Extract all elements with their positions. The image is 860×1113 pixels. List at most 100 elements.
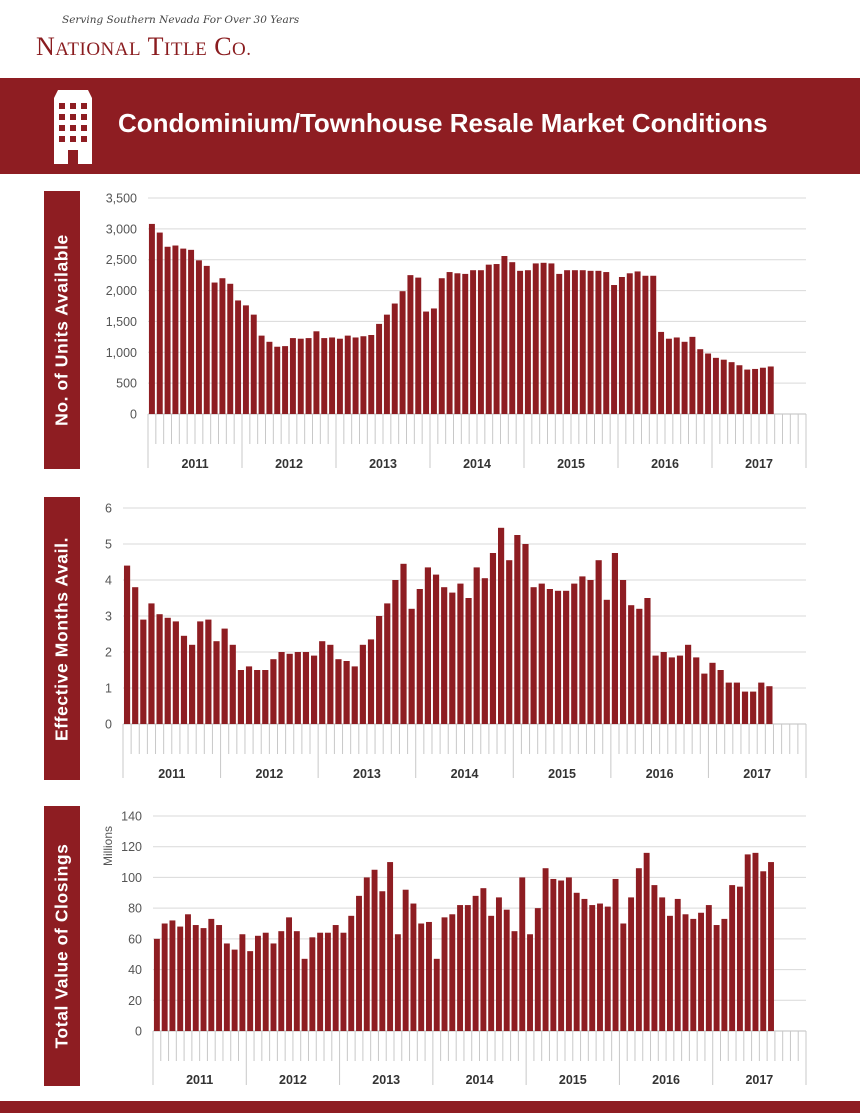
bar xyxy=(477,270,484,414)
chart-total-value-closings: 0 20 40 60 80 100 120 140 Millions 2011 2012 2013 20… xyxy=(101,810,807,1087)
bar xyxy=(250,314,257,414)
bar xyxy=(156,232,163,414)
bar xyxy=(705,905,712,1031)
bar xyxy=(454,273,461,414)
bar xyxy=(465,598,472,724)
bar xyxy=(148,223,155,414)
bar xyxy=(514,535,521,724)
header-banner: Condominium/Townhouse Resale Market Cond… xyxy=(0,78,860,174)
bar xyxy=(571,583,578,724)
bar xyxy=(392,580,399,724)
bar xyxy=(503,909,510,1031)
bar xyxy=(652,655,659,724)
bar xyxy=(473,567,480,724)
year-label: 2017 xyxy=(743,767,771,781)
bar xyxy=(332,925,339,1031)
bar xyxy=(480,888,487,1031)
y-tick-label: 40 xyxy=(128,963,142,977)
bar xyxy=(227,283,234,414)
bar xyxy=(493,264,500,414)
bar xyxy=(213,641,220,724)
bar xyxy=(741,691,749,724)
year-label: 2012 xyxy=(255,767,283,781)
bar xyxy=(542,868,549,1031)
bar xyxy=(297,338,304,414)
bar xyxy=(424,567,432,724)
bar xyxy=(636,608,643,724)
bar xyxy=(335,659,342,724)
bar xyxy=(634,271,641,414)
bar xyxy=(501,256,508,414)
bar xyxy=(449,914,456,1031)
bar xyxy=(758,682,765,724)
bar xyxy=(254,935,261,1031)
bar xyxy=(635,868,642,1031)
bar xyxy=(604,906,611,1031)
bar xyxy=(488,915,495,1031)
bar xyxy=(759,367,766,414)
bar xyxy=(254,670,261,724)
bar xyxy=(517,270,524,414)
building-icon xyxy=(54,90,92,164)
bar xyxy=(216,925,223,1031)
page-title: Condominium/Townhouse Resale Market Cond… xyxy=(118,108,768,138)
bar xyxy=(563,590,570,724)
bar xyxy=(177,926,184,1031)
bar xyxy=(579,270,586,414)
bar xyxy=(132,587,139,724)
bar xyxy=(524,270,531,414)
bar xyxy=(415,277,422,414)
bar xyxy=(668,657,675,724)
bar xyxy=(611,285,618,414)
bar xyxy=(231,949,238,1031)
bar xyxy=(768,862,774,1031)
bar xyxy=(197,621,204,724)
bar xyxy=(262,932,269,1031)
bar xyxy=(192,925,199,1031)
bar xyxy=(611,553,619,724)
y-tick-label: 80 xyxy=(128,902,142,916)
logo-wordmark: NATIONAL TITLE CO. xyxy=(36,32,252,61)
year-label: 2016 xyxy=(652,1073,680,1087)
year-label: 2014 xyxy=(451,767,479,781)
bar xyxy=(340,932,347,1031)
bar xyxy=(540,262,547,414)
bar xyxy=(457,905,464,1031)
y-tick-label: 6 xyxy=(105,502,112,516)
bar xyxy=(376,323,383,414)
bar xyxy=(278,652,285,724)
bar xyxy=(713,925,720,1031)
bar xyxy=(628,605,635,724)
bar xyxy=(728,362,735,414)
bar xyxy=(744,369,751,414)
bar xyxy=(642,275,649,414)
bar xyxy=(352,337,359,414)
bar xyxy=(164,617,171,724)
bar xyxy=(651,885,658,1031)
bar xyxy=(208,918,215,1031)
bar xyxy=(581,898,588,1031)
y-tick-label: 20 xyxy=(128,994,142,1008)
bar xyxy=(376,616,383,724)
bar xyxy=(302,652,310,724)
bar xyxy=(123,565,131,724)
bar xyxy=(324,932,331,1031)
bar xyxy=(384,603,391,724)
bar xyxy=(650,275,657,414)
bar xyxy=(200,928,207,1031)
bar xyxy=(286,917,292,1031)
bar xyxy=(717,670,724,724)
bar xyxy=(701,673,708,724)
bar xyxy=(408,608,415,724)
bar xyxy=(595,560,602,724)
bar xyxy=(360,336,367,414)
bar xyxy=(229,644,236,724)
bar xyxy=(368,335,375,414)
bar xyxy=(441,587,448,724)
bar xyxy=(587,270,594,414)
bar xyxy=(698,912,705,1031)
bar xyxy=(720,359,727,414)
bar xyxy=(548,263,555,414)
y-tick-label: 0 xyxy=(135,1025,142,1039)
bar xyxy=(140,619,147,724)
